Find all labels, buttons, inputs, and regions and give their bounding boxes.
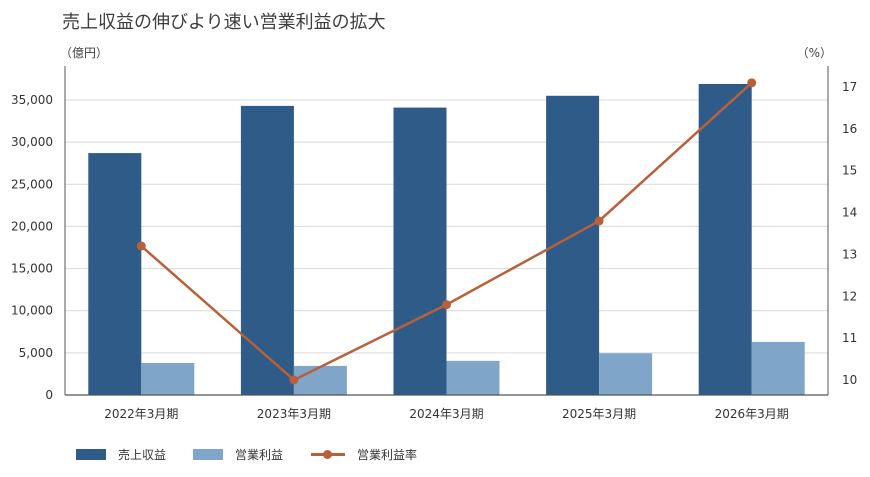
legend-swatch-operating-profit xyxy=(193,448,223,460)
y-right-tick-label: 15 xyxy=(842,164,857,178)
bar-operating-profit xyxy=(293,365,347,395)
legend-label-operating-profit: 営業利益 xyxy=(235,447,284,462)
legend-item-operating-margin: 営業利益率 xyxy=(311,444,417,464)
y-right-tick-label: 14 xyxy=(842,206,857,220)
bar-operating-profit xyxy=(599,353,653,395)
left-axis-unit: （億円） xyxy=(60,46,109,60)
legend-item-operating-profit: 営業利益 xyxy=(193,444,283,464)
legend-item-revenue: 売上収益 xyxy=(76,444,166,464)
bar-revenue xyxy=(698,83,752,395)
y-left-tick-label: 0 xyxy=(45,388,53,402)
y-right-tick-label: 13 xyxy=(842,247,857,261)
y-right-tick-label: 10 xyxy=(842,373,857,387)
x-tick-label: 2022年3月期 xyxy=(104,407,178,421)
x-tick-label: 2026年3月期 xyxy=(715,407,789,421)
chart-title: 売上収益の伸びより速い営業利益の拡大 xyxy=(62,12,386,33)
bar-operating-profit xyxy=(446,360,500,395)
point-operating-margin xyxy=(747,78,757,88)
legend-label-operating-margin: 営業利益率 xyxy=(357,447,418,462)
x-tick-label: 2024年3月期 xyxy=(409,407,483,421)
combo-chart: 0 5,000 10,000 15,000 20,000 25,000 30,000 35,0… xyxy=(11,66,857,421)
y-left-tick-label: 20,000 xyxy=(11,219,53,233)
y-right-tick-label: 12 xyxy=(842,289,857,303)
bar-revenue xyxy=(240,105,294,396)
y-left-tick-label: 35,000 xyxy=(11,93,53,107)
y-left-tick-label: 10,000 xyxy=(11,304,53,318)
bar-operating-profit xyxy=(751,341,805,395)
legend: 売上収益 営業利益 営業利益率 xyxy=(0,444,870,468)
point-operating-margin xyxy=(136,241,146,251)
y-left-tick-label: 30,000 xyxy=(11,135,53,149)
bar-revenue xyxy=(88,153,142,395)
legend-swatch-revenue xyxy=(76,448,106,460)
y-left-tick-label: 5,000 xyxy=(19,346,53,360)
point-operating-margin xyxy=(594,216,604,226)
bar-revenue xyxy=(393,107,447,395)
legend-label-revenue: 売上収益 xyxy=(118,447,167,462)
y-left-tick-label: 25,000 xyxy=(11,177,53,191)
margin-line xyxy=(136,78,757,385)
y-right-tick-label: 17 xyxy=(842,80,857,94)
point-operating-margin xyxy=(442,300,451,310)
right-axis-unit: （%） xyxy=(796,46,832,60)
tick-labels: 0 5,000 10,000 15,000 20,000 25,000 30,000 35,0… xyxy=(11,80,857,421)
bar-operating-profit xyxy=(141,362,195,395)
legend-swatch-operating-margin xyxy=(311,449,345,460)
y-left-tick-label: 15,000 xyxy=(11,262,53,276)
x-tick-label: 2025年3月期 xyxy=(562,407,636,421)
x-tick-label: 2023年3月期 xyxy=(257,407,331,421)
axes xyxy=(64,66,829,396)
point-operating-margin xyxy=(289,375,299,385)
y-right-tick-label: 11 xyxy=(842,331,857,345)
y-right-tick-label: 16 xyxy=(842,122,857,136)
